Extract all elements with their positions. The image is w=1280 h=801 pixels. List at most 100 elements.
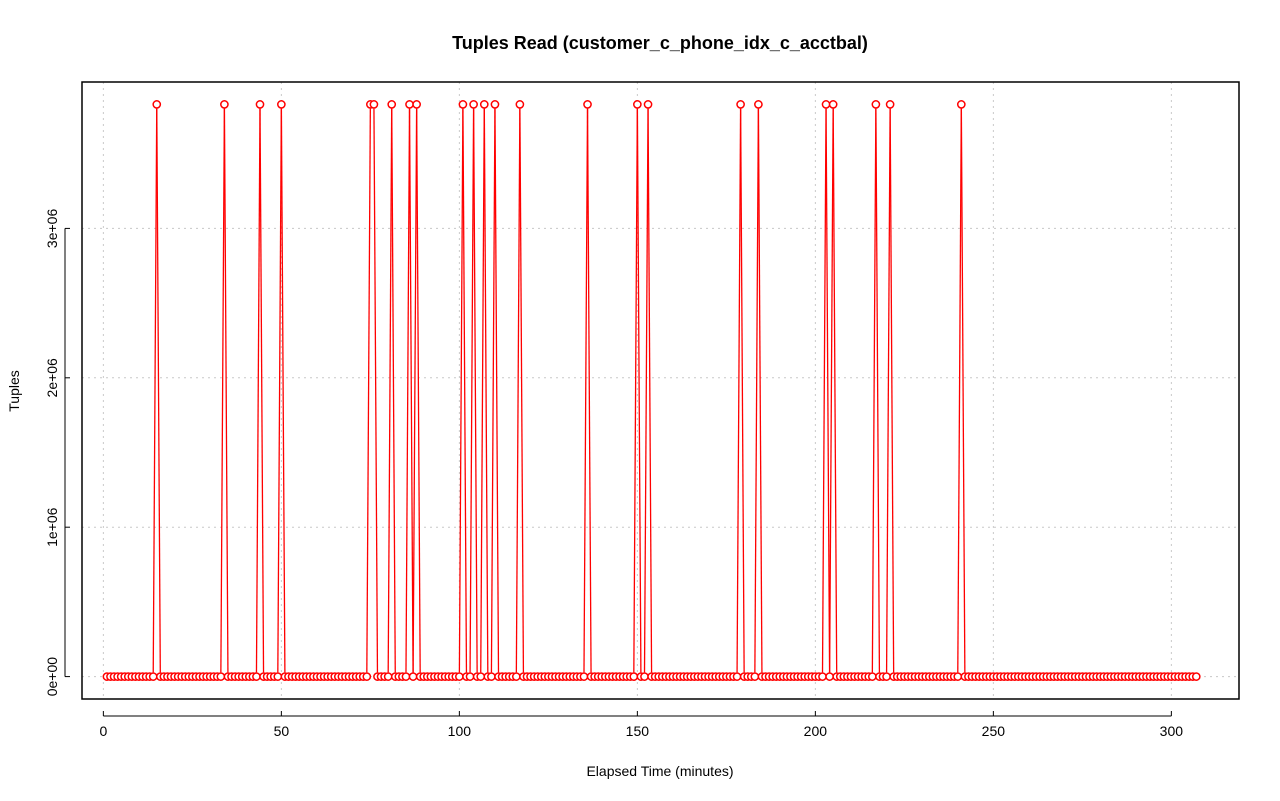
y-tick-label: 3e+06	[44, 209, 60, 249]
series-segment	[736, 108, 742, 673]
series-segment	[412, 108, 418, 673]
data-point	[369, 100, 379, 109]
series-segment	[739, 108, 745, 673]
series-segment	[480, 108, 485, 673]
series-segment	[483, 108, 489, 673]
data-point	[148, 672, 158, 681]
data-point	[515, 100, 525, 109]
series-segment	[408, 108, 414, 673]
data-point	[255, 100, 265, 109]
data-point	[579, 672, 589, 681]
series-segment	[754, 108, 760, 673]
data-point	[476, 672, 486, 681]
data-point	[511, 672, 521, 681]
series-segment	[960, 108, 966, 673]
series-segment	[223, 108, 229, 673]
data-point	[252, 672, 261, 681]
data-point	[633, 100, 642, 109]
data-point	[867, 672, 877, 681]
chart-title: Tuples Read (customer_c_phone_idx_c_acct…	[452, 33, 868, 53]
data-point	[273, 672, 283, 681]
series-segment	[828, 108, 834, 673]
data-point	[455, 672, 464, 681]
series-segment	[469, 108, 475, 673]
series-segment	[885, 108, 891, 673]
x-tick-label: 300	[1160, 723, 1184, 739]
data-point	[387, 100, 397, 109]
data-point	[277, 100, 286, 109]
series-segment	[277, 108, 282, 673]
data-point	[412, 100, 421, 109]
data-point	[408, 672, 418, 681]
data-point	[736, 100, 745, 109]
data-point	[871, 100, 881, 109]
data-point	[152, 100, 162, 109]
series-segment	[391, 108, 396, 673]
x-tick-label: 100	[448, 723, 472, 739]
series-segment	[458, 108, 464, 673]
data-point	[828, 100, 838, 109]
series-segment	[255, 108, 261, 673]
series-segment	[957, 108, 962, 673]
data-point	[750, 672, 760, 681]
data-point	[401, 672, 411, 681]
data-point	[956, 100, 966, 109]
series-segment	[373, 108, 379, 673]
data-point	[487, 672, 496, 681]
y-tick-label: 1e+06	[44, 507, 60, 547]
series-tuples	[102, 100, 1201, 681]
y-axis-label: Tuples	[6, 370, 22, 412]
x-axis: 0 50 100 150 200 250 300	[99, 711, 1183, 739]
data-point	[1191, 672, 1201, 681]
x-tick-label: 150	[626, 723, 650, 739]
series-segment	[643, 108, 649, 673]
series-segment	[832, 108, 838, 673]
y-axis: 0e+00 1e+06 2e+06 3e+06	[44, 209, 70, 697]
data-point	[732, 672, 742, 681]
y-tick-label: 0e+00	[44, 657, 60, 697]
series-segment	[889, 108, 895, 673]
x-tick-label: 50	[274, 723, 290, 739]
series-segment	[757, 108, 763, 673]
series-segment	[152, 108, 158, 673]
series-segment	[490, 108, 496, 673]
series-segment	[472, 108, 478, 673]
series-segment	[519, 108, 525, 673]
grid	[82, 82, 1239, 699]
series-segment	[280, 108, 286, 673]
data-point	[465, 672, 475, 681]
series-segment	[259, 108, 265, 673]
data-point	[882, 672, 891, 681]
series-segment	[875, 108, 881, 673]
data-point	[821, 100, 831, 109]
data-point	[885, 100, 895, 109]
data-point	[220, 100, 229, 109]
data-point	[754, 100, 763, 109]
series-segment	[647, 108, 653, 673]
series-segment	[387, 108, 393, 673]
series-segment	[416, 108, 421, 673]
series-segment	[871, 108, 877, 673]
data-point	[490, 100, 500, 109]
series-segment	[405, 108, 411, 673]
series-segment	[633, 108, 638, 673]
x-tick-label: 0	[99, 723, 107, 739]
data-point	[458, 100, 468, 109]
series-segment	[821, 108, 827, 673]
series-segment	[462, 108, 468, 673]
series-segment	[494, 108, 500, 673]
series-segment	[515, 108, 521, 673]
data-point	[643, 100, 653, 109]
data-point	[216, 672, 226, 681]
series-segment	[636, 108, 642, 673]
data-point	[640, 672, 649, 681]
series-segment	[366, 108, 371, 673]
data-point	[825, 672, 834, 681]
series-segment	[586, 108, 592, 673]
x-axis-label: Elapsed Time (minutes)	[586, 763, 733, 779]
y-tick-label: 2e+06	[44, 358, 60, 398]
data-point	[405, 100, 414, 109]
data-point	[383, 672, 393, 681]
series-segment	[220, 108, 226, 673]
